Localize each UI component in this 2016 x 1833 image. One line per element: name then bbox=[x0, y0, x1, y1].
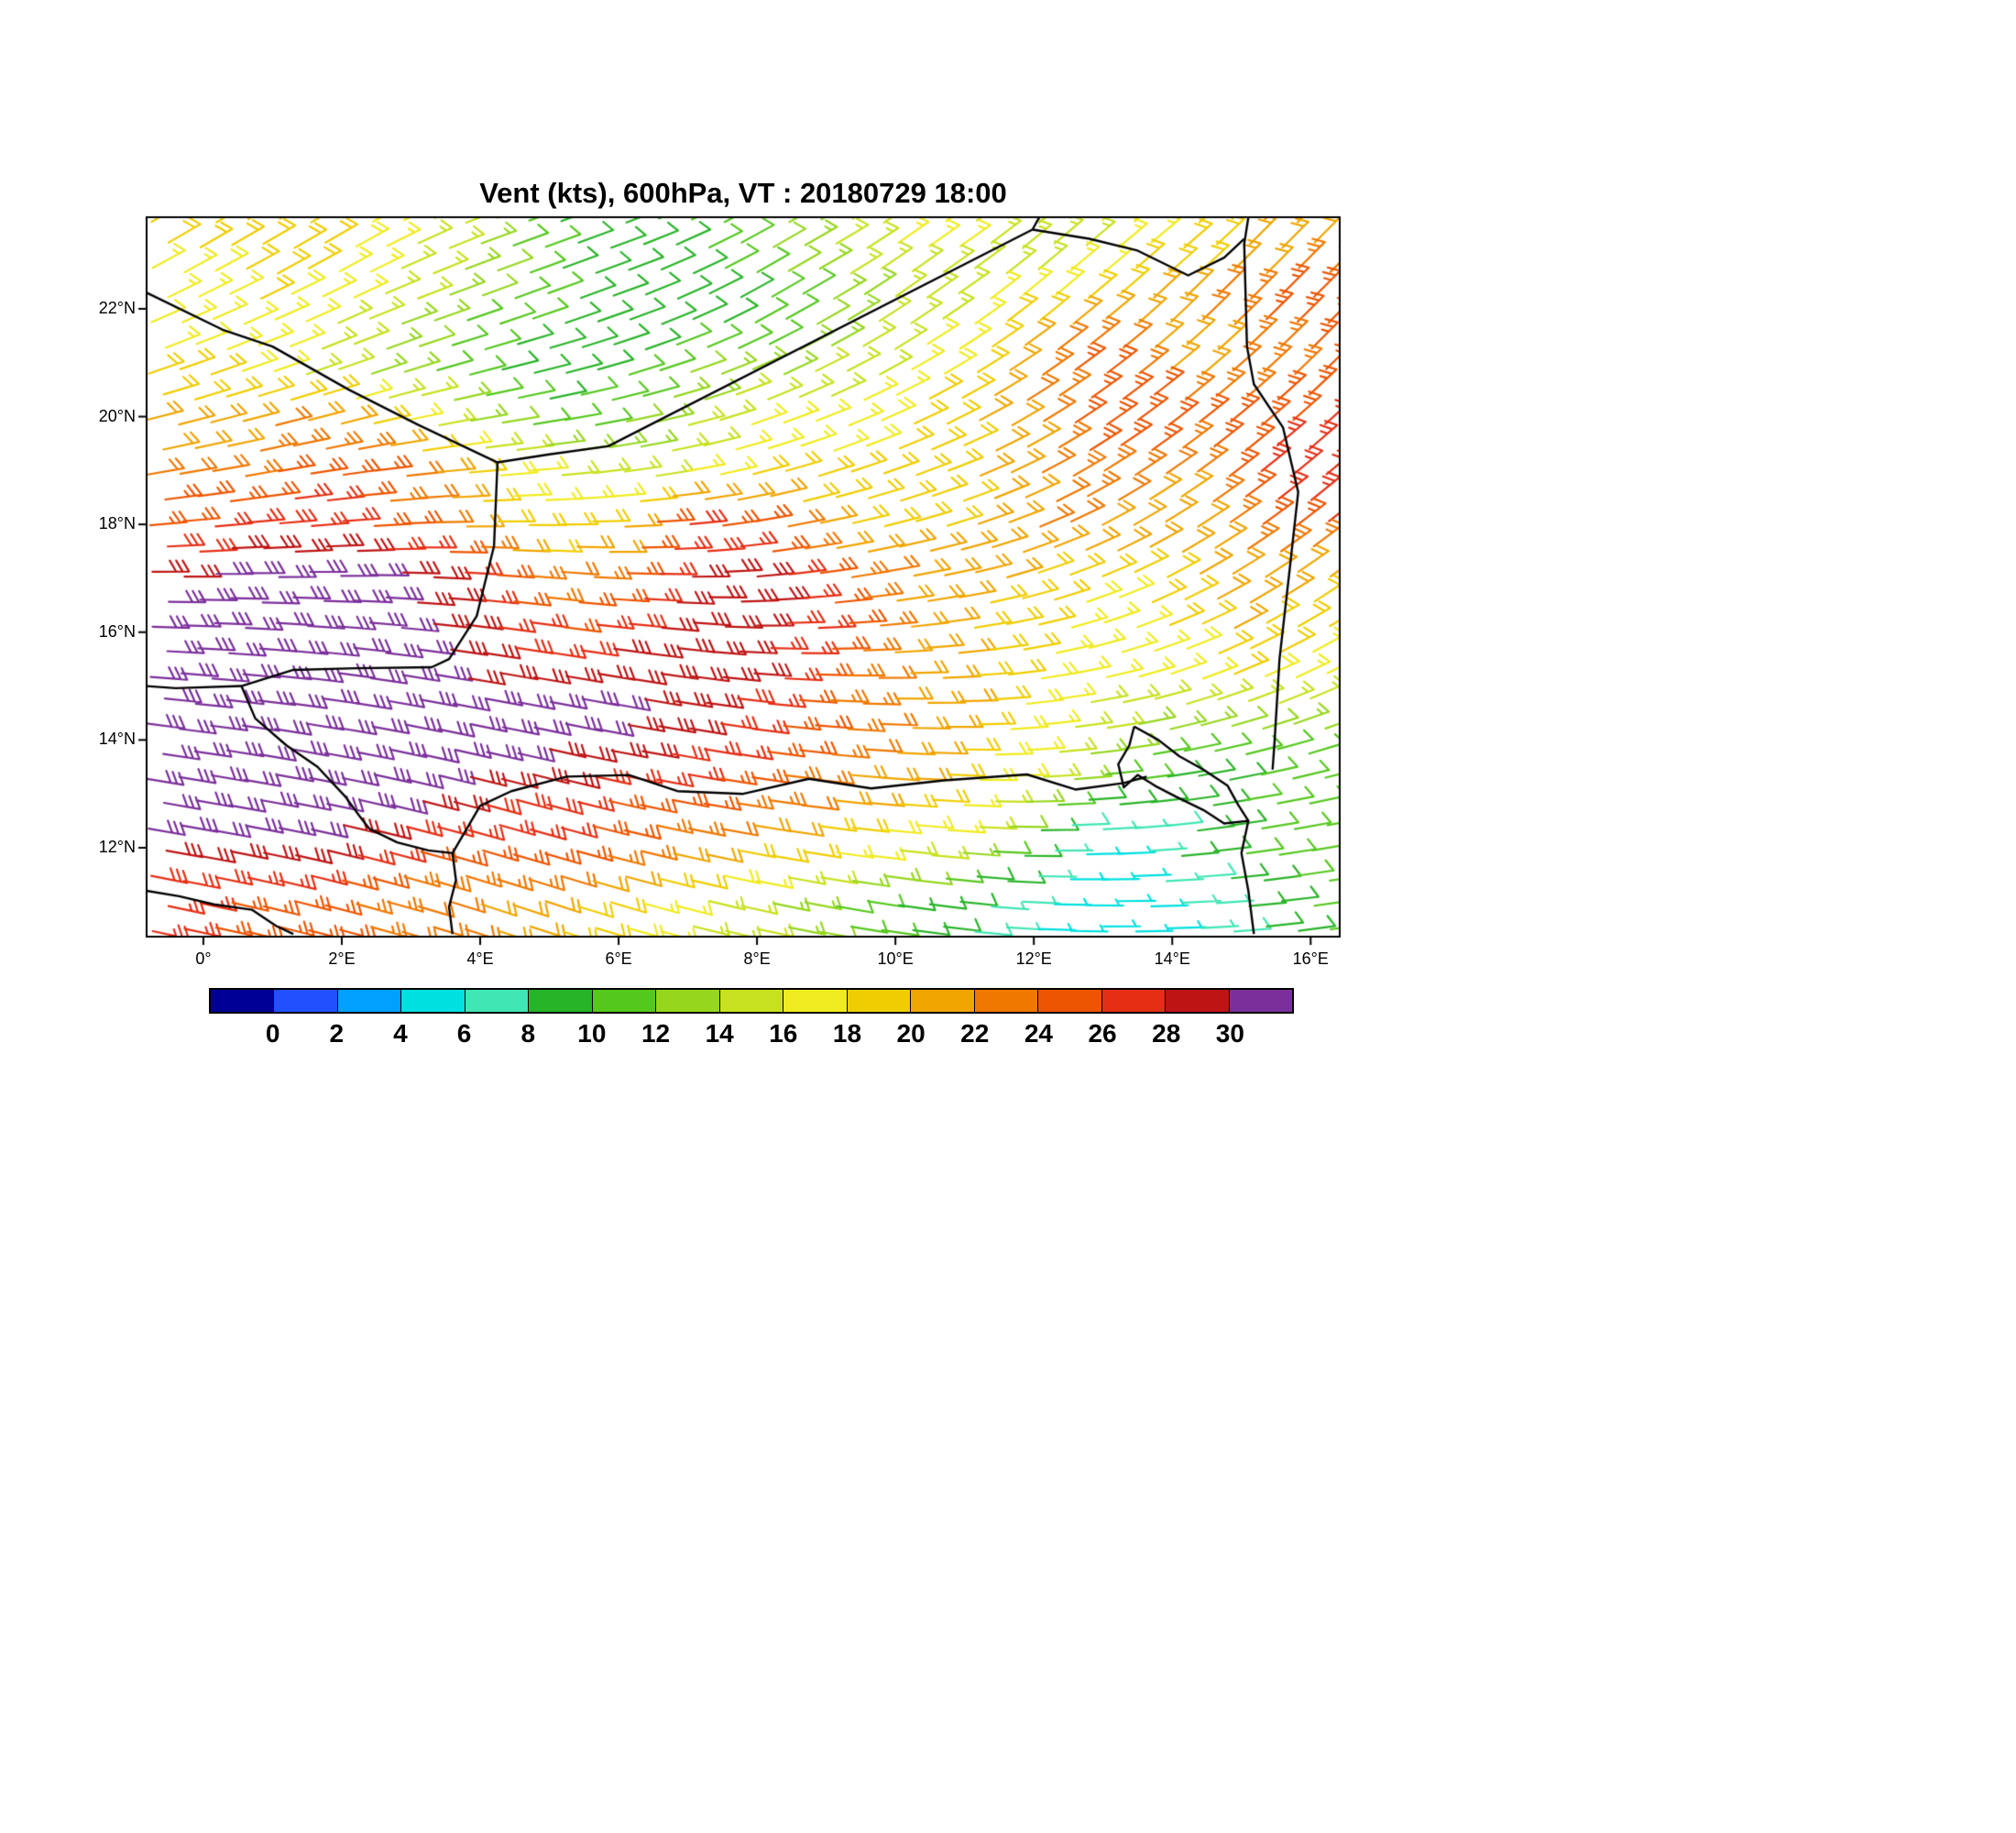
colorbar-segment bbox=[529, 990, 593, 1012]
lon-tick-label: 10°E bbox=[877, 949, 914, 968]
colorbar-tick-label: 4 bbox=[393, 1019, 408, 1048]
lat-tick-label: 18°N bbox=[98, 514, 136, 533]
colorbar-segment bbox=[401, 990, 466, 1012]
lon-tick-label: 4°E bbox=[466, 949, 494, 968]
colorbar-segment bbox=[1038, 990, 1102, 1012]
chart-title: Vent (kts), 600hPa, VT : 20180729 18:00 bbox=[479, 177, 1007, 209]
colorbar-tick-label: 16 bbox=[769, 1019, 798, 1048]
lon-tick-label: 6°E bbox=[605, 949, 632, 968]
colorbar-segment bbox=[783, 990, 848, 1012]
colorbar-tick-label: 6 bbox=[456, 1019, 472, 1048]
colorbar-tick-label: 24 bbox=[1024, 1019, 1053, 1048]
colorbar-tick-label: 26 bbox=[1088, 1019, 1117, 1048]
colorbar-tick-label: 28 bbox=[1152, 1019, 1181, 1048]
colorbar-segment bbox=[337, 990, 402, 1012]
colorbar-segment bbox=[274, 990, 338, 1012]
colorbar-segment bbox=[1166, 990, 1230, 1012]
colorbar-segment bbox=[211, 990, 275, 1012]
lat-tick-label: 16°N bbox=[98, 621, 136, 641]
lon-tick-label: 16°E bbox=[1292, 949, 1329, 968]
colorbar-tick-label: 30 bbox=[1215, 1019, 1244, 1048]
colorbar-tick-label: 14 bbox=[705, 1019, 734, 1048]
lat-tick-label: 14°N bbox=[98, 730, 136, 749]
colorbar-segment bbox=[592, 990, 657, 1012]
colorbar-segment bbox=[719, 990, 784, 1012]
lat-tick-label: 12°N bbox=[98, 837, 136, 856]
lon-tick-label: 0° bbox=[195, 949, 212, 968]
colorbar-segment bbox=[911, 990, 975, 1012]
lon-tick-label: 14°E bbox=[1154, 949, 1190, 968]
colorbar-segment bbox=[1101, 990, 1167, 1012]
lon-tick-label: 12°E bbox=[1015, 949, 1052, 968]
colorbar-segment bbox=[974, 990, 1039, 1012]
colorbar-tick-label: 12 bbox=[641, 1019, 671, 1048]
lon-tick-label: 8°E bbox=[743, 949, 771, 968]
colorbar-tick-label: 10 bbox=[577, 1019, 607, 1048]
colorbar-segment bbox=[847, 990, 912, 1012]
lat-tick-label: 20°N bbox=[98, 406, 136, 425]
colorbar-tick-label: 18 bbox=[832, 1019, 862, 1048]
colorbar-segment bbox=[656, 990, 720, 1012]
lat-tick-label: 22°N bbox=[98, 298, 136, 317]
colorbar-tick-label: 8 bbox=[520, 1019, 536, 1048]
colorbar-tick-label: 22 bbox=[960, 1019, 990, 1048]
lon-tick-label: 2°E bbox=[328, 949, 356, 968]
colorbar-tick-label: 0 bbox=[265, 1019, 280, 1048]
colorbar-tick-label: 2 bbox=[329, 1019, 345, 1048]
wind-speed-colorbar bbox=[209, 988, 1294, 1014]
colorbar-segment bbox=[1229, 990, 1292, 1012]
colorbar-segment bbox=[465, 990, 530, 1012]
colorbar-tick-label: 20 bbox=[896, 1019, 926, 1048]
